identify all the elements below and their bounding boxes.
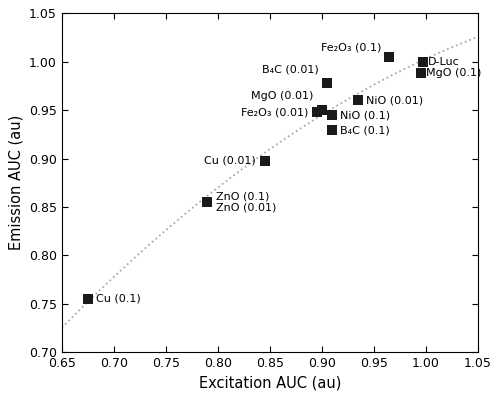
X-axis label: Excitation AUC (au): Excitation AUC (au) xyxy=(198,376,341,391)
Text: NiO (0.01): NiO (0.01) xyxy=(366,95,424,105)
Point xyxy=(84,296,92,302)
Point xyxy=(323,80,331,86)
Point xyxy=(312,109,320,115)
Text: Cu (0.01): Cu (0.01) xyxy=(204,156,256,166)
Text: Cu (0.1): Cu (0.1) xyxy=(96,294,141,304)
Point xyxy=(418,59,426,65)
Point xyxy=(416,70,424,77)
Text: MgO (0.01): MgO (0.01) xyxy=(251,91,314,101)
Text: B₄C (0.1): B₄C (0.1) xyxy=(340,126,390,136)
Text: B₄C (0.01): B₄C (0.01) xyxy=(262,65,318,75)
Text: NiO (0.1): NiO (0.1) xyxy=(340,110,390,120)
Text: ZnO (0.1)
ZnO (0.01): ZnO (0.1) ZnO (0.01) xyxy=(216,192,276,213)
Point xyxy=(386,54,394,60)
Point xyxy=(328,112,336,118)
Text: Fe₂O₃ (0.01): Fe₂O₃ (0.01) xyxy=(241,107,308,117)
Point xyxy=(328,126,336,133)
Y-axis label: Emission AUC (au): Emission AUC (au) xyxy=(8,115,24,251)
Text: MgO (0.1): MgO (0.1) xyxy=(426,68,481,78)
Text: Fe₂O₃ (0.1): Fe₂O₃ (0.1) xyxy=(320,42,381,52)
Point xyxy=(204,199,212,205)
Point xyxy=(260,157,268,164)
Text: D-Luc: D-Luc xyxy=(428,57,460,67)
Point xyxy=(318,107,326,113)
Point xyxy=(354,97,362,104)
